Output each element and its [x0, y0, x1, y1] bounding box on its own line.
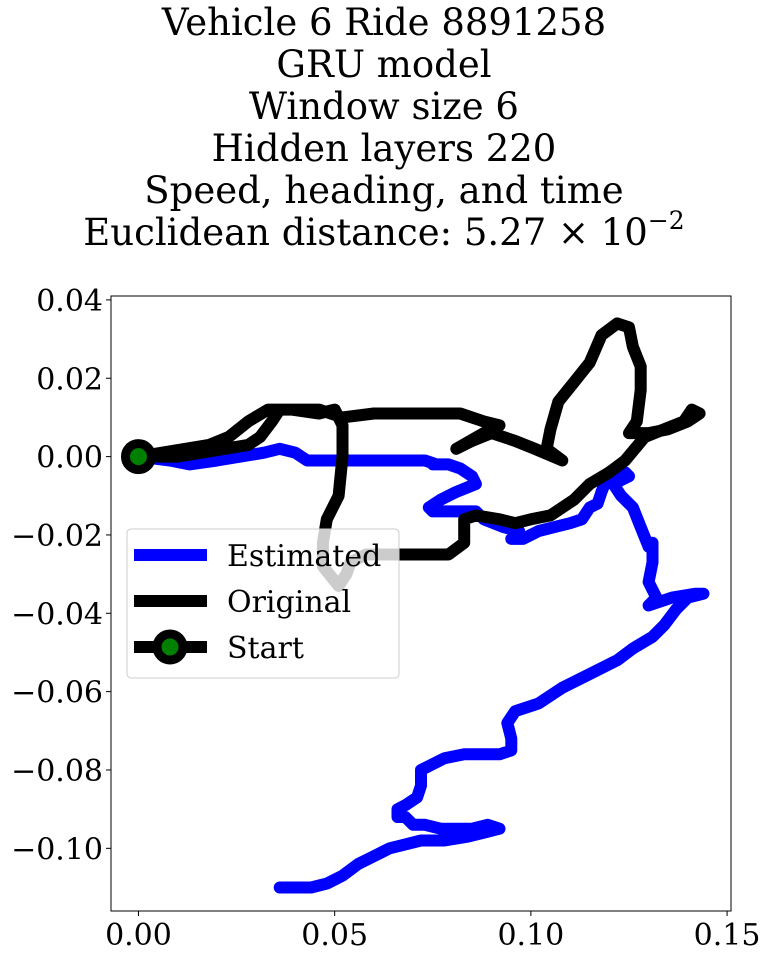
title-line-1: Vehicle 6 Ride 8891258	[161, 1, 607, 44]
y-tick-label: −0.06	[11, 676, 103, 711]
chart-title: Vehicle 6 Ride 8891258 GRU model Window …	[0, 2, 768, 254]
legend-label-estimated: Estimated	[227, 539, 381, 574]
title-distance-exponent: −2	[647, 206, 685, 235]
title-distance-text: Euclidean distance: 5.27 × 10	[83, 211, 648, 254]
title-line-2: GRU model	[276, 43, 492, 86]
legend: Estimated Original Start	[126, 528, 400, 679]
y-tick-label: −0.02	[11, 519, 103, 554]
x-tick-label: 0.05	[301, 918, 368, 953]
series-layer	[120, 317, 710, 894]
series-line-estimated	[132, 442, 710, 894]
series-line-original	[132, 317, 706, 592]
y-tick-label: 0.04	[36, 284, 103, 319]
y-tick-label: 0.02	[36, 362, 103, 397]
y-tick-label: −0.04	[11, 597, 103, 632]
start-marker	[120, 439, 156, 475]
x-tick-label: 0.10	[497, 918, 564, 953]
title-line-3: Window size 6	[249, 85, 519, 128]
legend-start-marker	[152, 629, 188, 665]
x-tick-label: 0.15	[694, 918, 761, 953]
axes-frame	[110, 295, 732, 912]
x-tick-label: 0.00	[105, 918, 172, 953]
legend-label-start: Start	[227, 631, 304, 666]
legend-label-original: Original	[227, 585, 351, 620]
title-line-4: Hidden layers 220	[211, 127, 557, 170]
y-tick-label: −0.08	[11, 754, 103, 789]
y-tick-label: 0.00	[36, 441, 103, 476]
title-line-5: Speed, heading, and time	[144, 169, 624, 212]
ticks-layer: 0.00 0.05 0.10 0.15 0.04 0.02 0.00 −0.02 −0.04 −0…	[11, 284, 760, 953]
title-line-6: Euclidean distance: 5.27 × 10−2	[0, 208, 768, 254]
legend-box	[126, 528, 400, 679]
y-tick-label: −0.10	[11, 832, 103, 867]
